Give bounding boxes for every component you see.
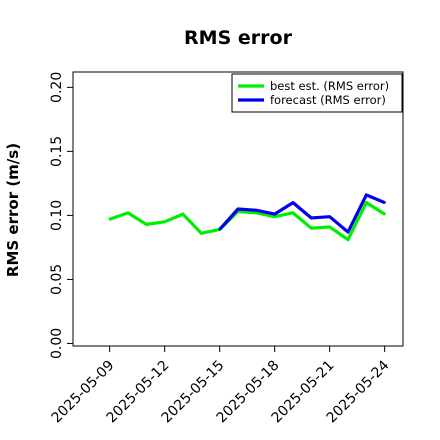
data-point-1 xyxy=(273,212,276,216)
data-point-0 xyxy=(126,211,130,215)
data-point-0 xyxy=(291,211,295,215)
data-point-0 xyxy=(365,201,368,204)
data-point-0 xyxy=(163,220,166,224)
axes-group xyxy=(72,71,404,347)
data-point-0 xyxy=(145,223,148,226)
data-point-0 xyxy=(328,225,331,229)
series-line-1 xyxy=(218,193,386,234)
data-point-1 xyxy=(383,201,386,204)
data-point-0 xyxy=(108,218,111,221)
data-point-0 xyxy=(310,227,313,230)
tick-group: 0.000.050.100.150.202025-05-092025-05-12… xyxy=(49,72,393,427)
y-tick-label: 0.05 xyxy=(49,264,65,295)
y-tick-label: 0.20 xyxy=(49,72,65,103)
y-axis-label: RMS error (m/s) xyxy=(4,143,22,277)
y-tick-label: 0.15 xyxy=(49,136,65,167)
chart-title: RMS error xyxy=(184,27,293,49)
data-point-1 xyxy=(218,228,221,231)
legend-label-1: forecast (RMS error) xyxy=(270,93,386,107)
data-point-1 xyxy=(365,193,368,197)
data-point-1 xyxy=(328,215,331,218)
data-point-0 xyxy=(273,215,276,218)
data-point-0 xyxy=(255,211,258,215)
legend-label-0: best est. (RMS error) xyxy=(270,79,389,93)
data-point-1 xyxy=(255,209,258,212)
plot-frame xyxy=(72,71,404,347)
legend: best est. (RMS error)forecast (RMS error… xyxy=(231,73,403,113)
legend-box xyxy=(231,73,403,113)
series-lines-group xyxy=(108,193,386,242)
data-point-1 xyxy=(346,230,350,234)
data-point-0 xyxy=(383,212,386,216)
data-point-0 xyxy=(181,212,185,216)
data-point-1 xyxy=(236,207,240,211)
y-tick-label: 0.10 xyxy=(49,200,65,231)
data-point-1 xyxy=(310,216,313,220)
data-point-1 xyxy=(291,201,295,204)
data-point-0 xyxy=(200,232,203,235)
y-tick-label: 0.00 xyxy=(49,328,65,359)
data-point-0 xyxy=(346,238,350,241)
series-line-0 xyxy=(109,200,386,242)
